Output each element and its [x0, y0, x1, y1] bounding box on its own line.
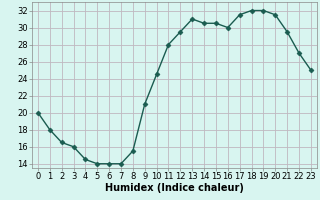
X-axis label: Humidex (Indice chaleur): Humidex (Indice chaleur) — [105, 183, 244, 193]
